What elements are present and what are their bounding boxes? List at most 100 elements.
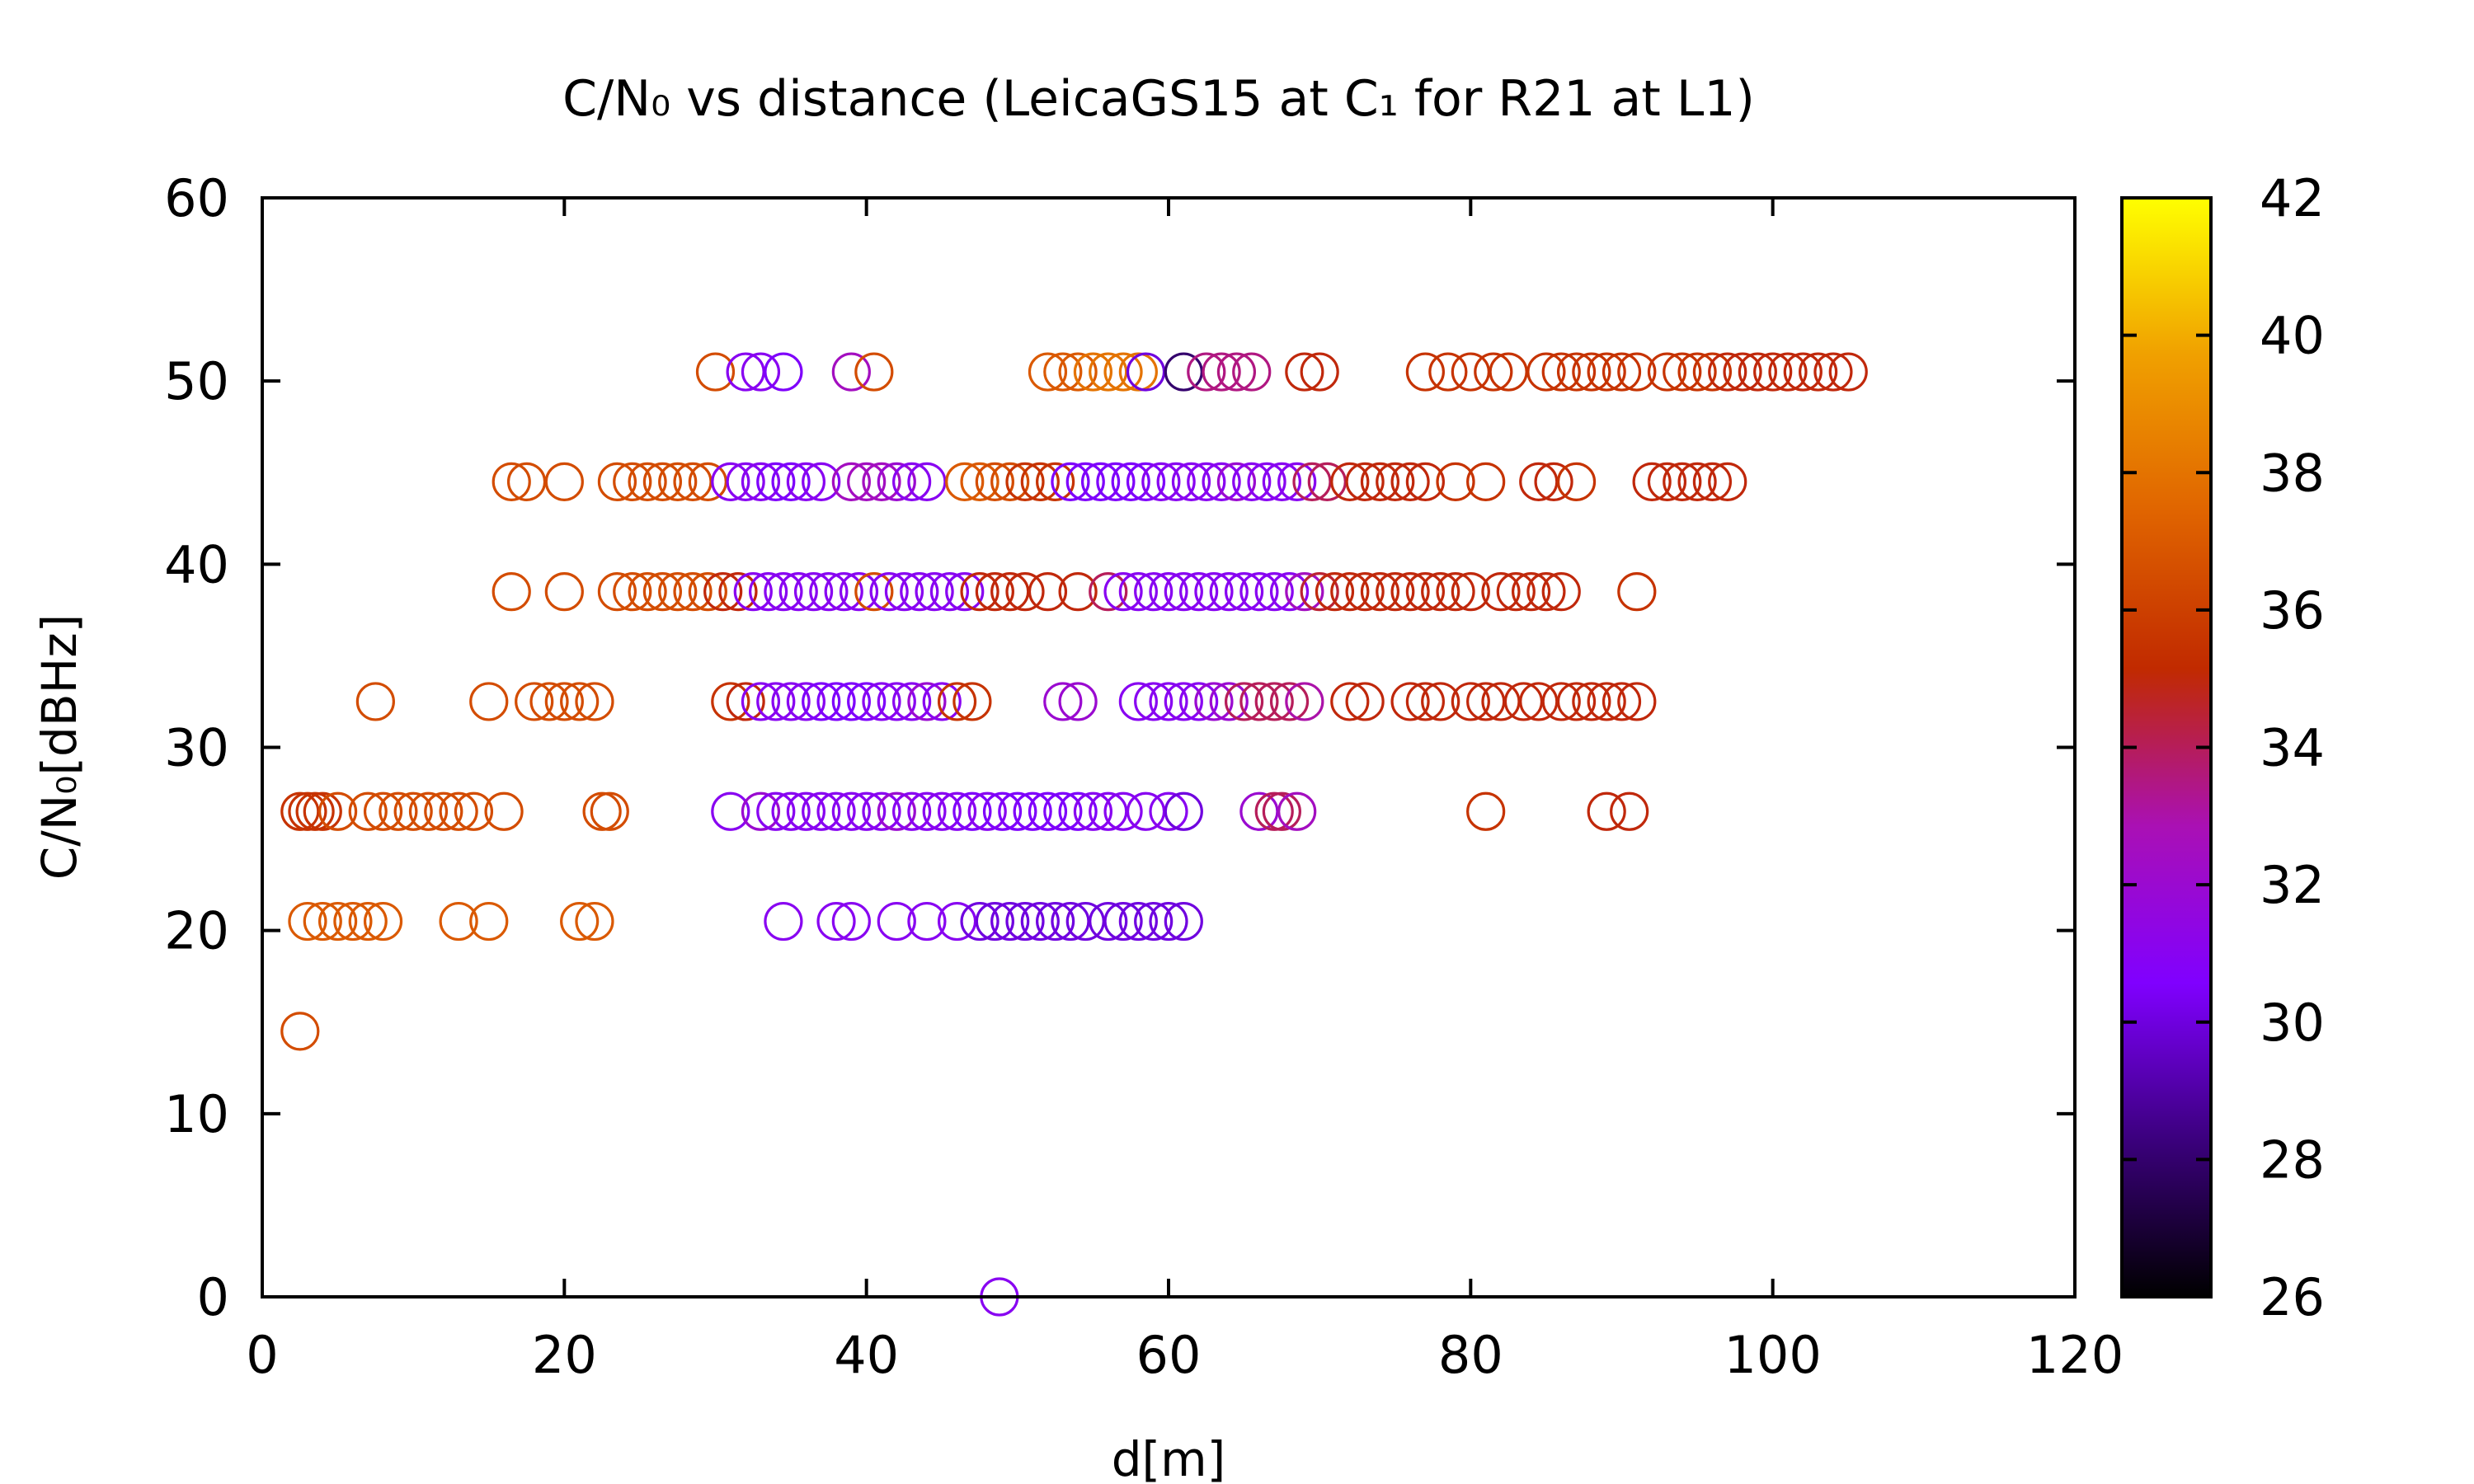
data-point — [379, 791, 418, 831]
data-point — [317, 901, 358, 942]
data-point — [786, 791, 826, 831]
data-point — [703, 572, 743, 612]
data-point — [1466, 682, 1506, 721]
y-tick-label: 50 — [164, 351, 229, 411]
data-point — [1043, 791, 1083, 831]
data-point — [1405, 682, 1445, 721]
data-point — [1089, 352, 1128, 392]
data-point — [1587, 682, 1626, 721]
data-point — [733, 572, 773, 612]
data-point — [688, 572, 727, 612]
data-point — [1134, 682, 1174, 721]
data-point — [1216, 352, 1257, 392]
x-axis-label: d[m] — [1112, 1431, 1226, 1484]
data-point — [1360, 462, 1400, 501]
data-point — [1051, 901, 1090, 942]
data-point — [628, 572, 667, 612]
data-point — [1277, 791, 1317, 831]
data-point — [1496, 572, 1536, 612]
data-point — [560, 682, 600, 721]
data-point — [1345, 462, 1385, 501]
data-point — [952, 791, 992, 831]
data-point — [741, 791, 781, 831]
data-point — [831, 791, 871, 831]
data-point — [544, 682, 584, 721]
data-point — [831, 352, 871, 392]
data-point — [1262, 462, 1301, 501]
data-point — [1005, 462, 1045, 501]
data-point — [756, 462, 796, 501]
data-point — [862, 462, 901, 501]
data-point — [439, 901, 478, 942]
data-point — [1738, 352, 1777, 392]
data-point — [892, 462, 932, 501]
chart-title: C/N₀ vs distance (LeicaGS15 at C₁ for R2… — [562, 70, 1755, 128]
data-point — [960, 901, 999, 942]
data-point — [922, 791, 962, 831]
data-point — [1768, 352, 1808, 392]
data-point — [544, 462, 584, 501]
data-point — [1187, 462, 1226, 501]
data-point — [642, 462, 682, 501]
data-point — [1043, 352, 1083, 392]
data-point — [1783, 352, 1823, 392]
data-point — [1451, 572, 1490, 612]
data-point — [1828, 352, 1868, 392]
data-point — [831, 682, 871, 721]
data-point — [1239, 791, 1279, 831]
data-point — [1390, 462, 1430, 501]
data-point — [613, 462, 652, 501]
data-point — [907, 682, 947, 721]
data-point — [1118, 682, 1158, 721]
data-point — [1058, 352, 1098, 392]
data-point — [658, 462, 698, 501]
data-point — [847, 682, 887, 721]
data-point — [1481, 572, 1521, 612]
data-point — [990, 572, 1030, 612]
data-point — [1254, 791, 1294, 831]
data-point — [892, 682, 932, 721]
data-point — [1436, 572, 1475, 612]
data-point — [317, 791, 358, 831]
data-point — [915, 572, 954, 612]
colorbar-tick-label: 40 — [2260, 306, 2325, 366]
data-point — [1141, 462, 1181, 501]
data-point — [295, 791, 335, 831]
data-point — [1405, 572, 1445, 612]
data-point — [1285, 682, 1324, 721]
data-point — [1503, 682, 1544, 721]
y-axis-ticks: 0 10 20 30 40 50 60 — [164, 168, 2075, 1327]
data-point — [1126, 791, 1166, 831]
data-point — [877, 791, 916, 831]
data-point — [348, 901, 388, 942]
data-point — [1232, 352, 1272, 392]
data-point — [1436, 462, 1475, 501]
data-point — [809, 572, 849, 612]
data-point — [1481, 682, 1521, 721]
data-point — [1663, 352, 1702, 392]
data-point — [1285, 352, 1324, 392]
data-point — [922, 682, 962, 721]
data-point — [816, 682, 856, 721]
colorbar-tick-label: 28 — [2260, 1129, 2325, 1190]
data-point — [1020, 901, 1060, 942]
data-point — [1556, 352, 1597, 392]
data-point — [802, 791, 841, 831]
data-point — [711, 682, 750, 721]
data-point — [408, 791, 449, 831]
data-point — [288, 791, 327, 831]
data-point — [1285, 572, 1324, 612]
data-point — [960, 572, 999, 612]
data-point — [1376, 572, 1415, 612]
colorbar-tick-label: 34 — [2260, 718, 2325, 778]
data-point — [1519, 682, 1559, 721]
data-point — [1187, 352, 1226, 392]
data-point — [793, 572, 834, 612]
data-point — [1149, 572, 1188, 612]
data-point — [1164, 572, 1203, 612]
data-point — [1043, 682, 1083, 721]
data-point — [1171, 462, 1211, 501]
data-point — [741, 682, 781, 721]
data-point — [355, 682, 395, 721]
data-point — [695, 352, 736, 392]
